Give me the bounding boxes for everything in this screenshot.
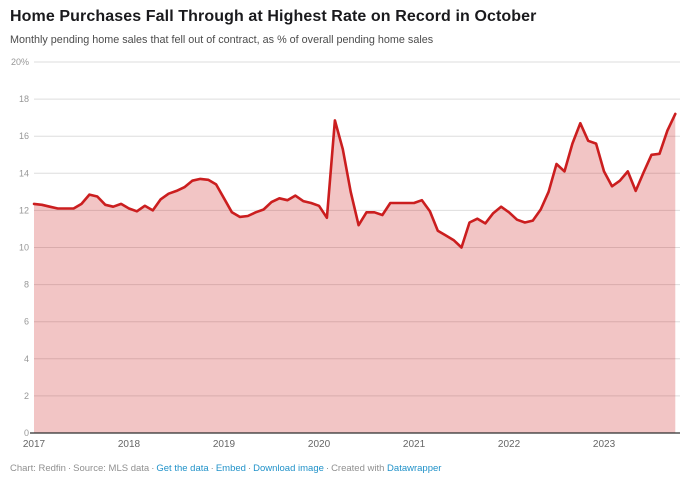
y-tick-label: 16 [19, 131, 29, 141]
footer-created-with: Created with [331, 463, 385, 474]
y-tick-label: 14 [19, 168, 29, 178]
y-tick-label: 18 [19, 94, 29, 104]
chart-subtitle: Monthly pending home sales that fell out… [10, 34, 434, 46]
y-tick-label: 2 [24, 391, 29, 401]
footer-separator: · [325, 463, 330, 474]
data-line [32, 112, 677, 249]
x-tick-label: 2023 [593, 439, 616, 450]
y-tick-label: 0 [24, 428, 29, 438]
chart-title: Home Purchases Fall Through at Highest R… [10, 8, 537, 25]
datawrapper-link[interactable]: Datawrapper [387, 463, 442, 474]
x-tick-label: 2019 [213, 439, 236, 450]
footer-chart-credit: Chart: Redfin [10, 463, 66, 474]
footer-separator: · [151, 463, 155, 474]
y-tick-label: 8 [24, 280, 29, 290]
x-tick-label: 2022 [498, 439, 521, 450]
y-tick-label: 10 [19, 243, 29, 253]
embed-link[interactable]: Embed [215, 463, 246, 474]
y-tick-label: 6 [24, 317, 29, 327]
x-tick-label: 2020 [308, 439, 331, 450]
y-tick-label: 4 [24, 354, 29, 364]
footer-separator: · [210, 463, 214, 474]
x-tick-label: 2021 [403, 439, 426, 450]
footer-source-credit: Source: MLS data [73, 463, 150, 474]
area-fill [34, 113, 676, 434]
y-tick-label: 20% [11, 57, 29, 67]
footer-separator: · [67, 463, 72, 474]
download-image-link[interactable]: Download image [253, 463, 324, 474]
x-tick-label: 2017 [23, 439, 46, 450]
chart-footer: Chart: Redfin · Source: MLS data · Get the d… [10, 463, 441, 475]
x-tick-label: 2018 [118, 439, 141, 450]
y-tick-label: 12 [19, 205, 29, 215]
get-the-data-link[interactable]: Get the data [156, 463, 209, 474]
footer-separator: · [247, 463, 252, 474]
